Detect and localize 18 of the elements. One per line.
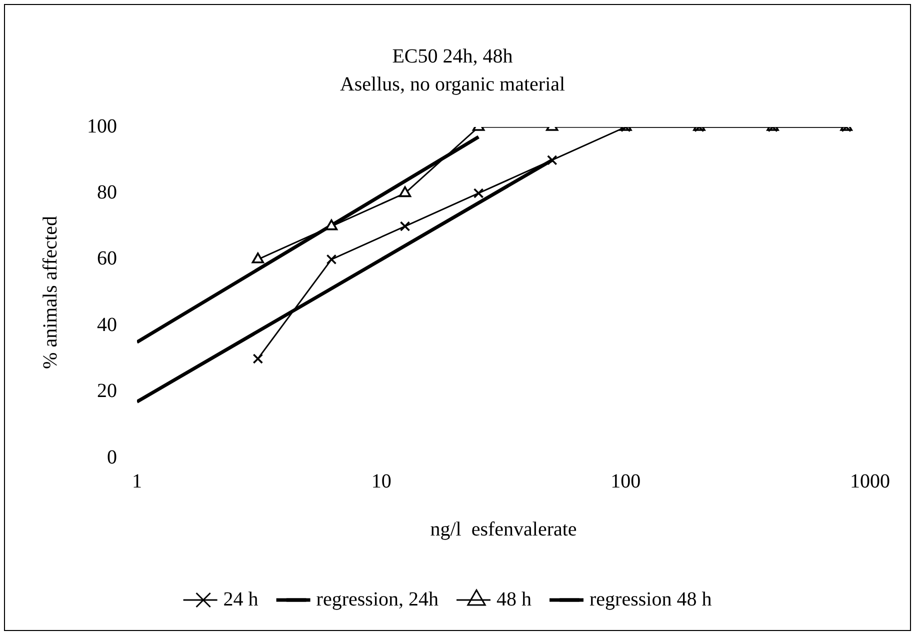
x-tick-label: 1000 bbox=[850, 470, 890, 492]
y-tick-label: 100 bbox=[87, 115, 117, 138]
x-tick-label: 1 bbox=[132, 470, 142, 492]
x-axis-title: ng/l esfenvalerate bbox=[430, 518, 577, 540]
chart-subtitle: Asellus, no organic material bbox=[340, 73, 566, 96]
y-tick-label: 0 bbox=[107, 446, 117, 468]
y-tick-label: 40 bbox=[97, 314, 117, 336]
legend-label: regression, 24h bbox=[316, 588, 439, 610]
x-tick-label: 100 bbox=[610, 470, 641, 492]
y-axis-title: % animals affected bbox=[39, 216, 62, 369]
legend-label: regression 48 h bbox=[590, 588, 712, 610]
legend-label: 48 h bbox=[496, 588, 532, 610]
x-tick-label: 10 bbox=[371, 470, 392, 492]
y-tick-label: 80 bbox=[97, 181, 117, 204]
legend-label: 24 h bbox=[223, 588, 258, 610]
chart-title: EC50 24h, 48h bbox=[392, 45, 513, 68]
y-tick-label: 20 bbox=[97, 380, 117, 402]
y-tick-label: 60 bbox=[97, 248, 117, 270]
